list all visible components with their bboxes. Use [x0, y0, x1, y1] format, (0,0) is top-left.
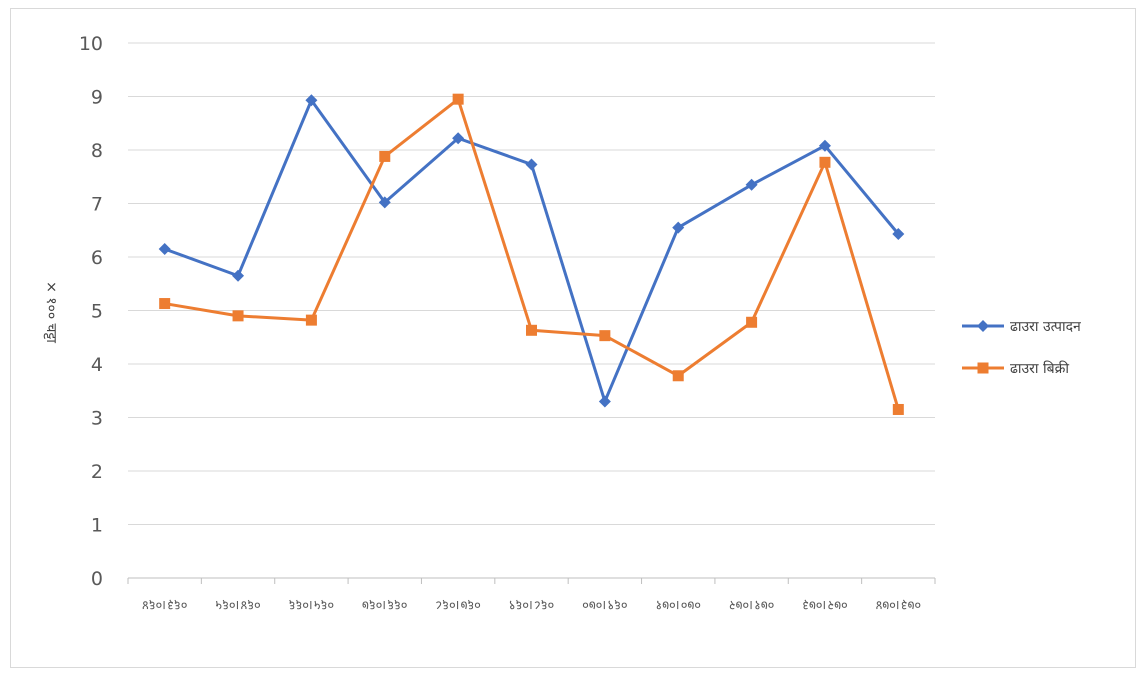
data-point [672, 221, 685, 234]
data-point [378, 196, 391, 209]
y-tick-label: 10 [79, 33, 103, 55]
legend-label: ढाउरा बिक्री [1010, 360, 1069, 377]
legend-label: ढाउरा उत्पादन [1010, 319, 1081, 335]
data-point [158, 242, 171, 255]
x-tick-label: ०६४।०६५ [215, 597, 261, 612]
x-tick-label: ०७३।०७४ [875, 597, 921, 612]
x-tick-label: ०६९।०७० [582, 597, 628, 612]
data-point [526, 324, 537, 336]
data-point [818, 139, 831, 152]
y-tick-label: 4 [91, 354, 103, 376]
data-point [305, 94, 318, 107]
y-tick-label: 6 [91, 247, 103, 269]
x-tick-label: ०६५।०६६ [288, 597, 334, 612]
chart-frame [10, 8, 1136, 668]
y-tick-label: 8 [91, 140, 103, 162]
y-tick-label: 7 [91, 194, 103, 216]
data-point [305, 314, 317, 326]
legend-item: ढाउरा बिक्री [962, 360, 1069, 377]
gridlines [128, 42, 935, 525]
legend-marker [977, 320, 989, 332]
data-point [746, 316, 758, 328]
x-tick-label: ०६६।०६७ [362, 597, 408, 612]
data-point [525, 158, 538, 171]
x-tick-label: ०७१।०७२ [729, 597, 775, 612]
series-line [164, 97, 900, 410]
axes [127, 577, 936, 584]
y-tick-label: 9 [91, 87, 103, 109]
series-line [164, 98, 900, 403]
x-tick-label: ०७०।०७१ [655, 597, 701, 612]
data-point [452, 93, 464, 105]
y-tick-label: 0 [91, 568, 103, 590]
data-point [598, 395, 611, 408]
data-point [232, 269, 245, 282]
legend-marker [977, 362, 989, 374]
data-point [745, 178, 758, 191]
y-tick-label: 5 [91, 301, 103, 323]
data-point [379, 150, 391, 162]
series-1 [158, 94, 905, 408]
data-point [452, 132, 465, 145]
data-point [232, 310, 244, 322]
data-point [892, 403, 904, 415]
data-point [672, 370, 684, 382]
data-point [892, 227, 905, 240]
x-tick-label: ०७२।०७३ [802, 597, 848, 612]
data-point [599, 330, 611, 342]
x-tick-label: ०६७।०६८ [435, 597, 481, 612]
x-tick-label: ०६८।०६९ [509, 597, 555, 612]
y-tick-label: 3 [91, 408, 103, 430]
x-tick-label: ०६३।०६४ [142, 597, 188, 612]
y-axis-label: × १०० चट्टा [43, 281, 59, 343]
legend: ढाउरा उत्पादन ढाउरा बिक्री [962, 319, 1081, 377]
y-tick-label: 1 [91, 515, 103, 537]
data-point [819, 156, 831, 168]
data-point [159, 298, 171, 310]
series-2 [159, 93, 904, 415]
x-tick-labels: ०६३।०६४ ०६४।०६५ ०६५।०६६ ०६६।०६७ ०६७।०६८ ०६८।०… [142, 597, 921, 612]
y-tick-labels: 0 1 2 3 4 5 6 7 8 9 10 [79, 33, 103, 590]
series-lines [158, 93, 905, 415]
legend-item: ढाउरा उत्पादन [962, 319, 1081, 335]
y-tick-label: 2 [91, 461, 103, 483]
